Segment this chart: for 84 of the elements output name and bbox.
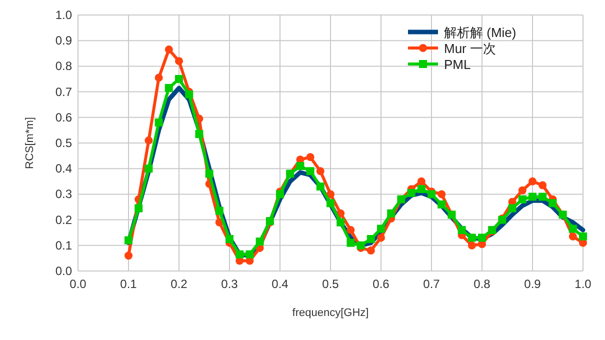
point	[468, 241, 476, 250]
point	[164, 84, 173, 92]
point	[366, 235, 375, 243]
point	[438, 190, 446, 198]
point	[356, 241, 365, 250]
point	[377, 224, 385, 233]
point	[428, 190, 436, 198]
y-tick-label: 0.5	[55, 136, 72, 150]
point	[246, 250, 254, 258]
y-tick-label: 0.2	[55, 212, 72, 227]
point	[164, 46, 173, 54]
point	[296, 162, 304, 170]
point	[458, 226, 466, 234]
y-tick-label: 0.3	[55, 187, 72, 202]
point	[568, 224, 577, 233]
point	[377, 234, 385, 242]
point	[316, 182, 324, 191]
x-tick-label: 0.6	[372, 277, 390, 291]
y-tick-label: 0.6	[55, 110, 72, 124]
x-tick-label: 1.0	[574, 277, 592, 291]
point	[538, 181, 547, 190]
point	[528, 177, 536, 186]
point	[226, 235, 234, 243]
point	[154, 74, 163, 82]
point	[336, 218, 345, 226]
point	[175, 75, 183, 83]
y-axis-title: RCS[m*m]	[24, 117, 36, 169]
point	[478, 234, 486, 242]
legend-label: 解析解 (Mie)	[444, 25, 516, 40]
y-tick-label: 0.9	[55, 34, 72, 48]
point	[508, 204, 516, 212]
point	[185, 90, 194, 98]
point	[579, 232, 587, 240]
point	[326, 190, 334, 198]
legend-label: Mur 一次	[444, 41, 496, 56]
y-tick-label: 0.1	[55, 238, 72, 252]
point	[518, 195, 526, 204]
point	[215, 206, 224, 215]
point	[256, 238, 264, 246]
x-tick-label: 0.8	[474, 277, 491, 291]
legend-label: PML	[444, 57, 471, 72]
x-tick-label: 0.7	[423, 277, 440, 291]
point	[195, 130, 204, 138]
point	[175, 57, 183, 66]
point	[306, 167, 314, 176]
y-tick-label: 0.8	[55, 59, 72, 74]
point	[236, 250, 244, 258]
point	[407, 188, 416, 197]
point	[144, 164, 153, 173]
point	[346, 238, 355, 247]
x-tick-label: 0.2	[170, 277, 188, 291]
y-tick-label: 0.7	[55, 84, 72, 99]
point	[316, 167, 324, 176]
y-tick-label: 1.0	[55, 8, 72, 22]
point	[528, 192, 536, 201]
point	[387, 209, 396, 218]
x-tick-label: 0.9	[524, 277, 542, 291]
point	[366, 246, 375, 255]
y-tick-label: 0.0	[55, 264, 72, 278]
point	[144, 136, 153, 144]
point	[306, 153, 314, 162]
point	[468, 234, 476, 242]
point	[568, 232, 577, 240]
x-axis-title: frequency[GHz]	[292, 307, 369, 319]
point	[417, 177, 426, 186]
point	[518, 186, 526, 194]
point	[205, 170, 214, 178]
point	[326, 199, 334, 208]
point	[438, 200, 446, 208]
point	[417, 185, 426, 194]
point	[548, 199, 557, 208]
y-tick-label: 0.4	[55, 162, 72, 176]
x-tick-label: 0.4	[272, 277, 289, 291]
point	[538, 192, 547, 201]
x-tick-label: 0.1	[120, 277, 138, 291]
point	[134, 204, 143, 212]
x-tick-label: 0.5	[322, 277, 340, 291]
point	[154, 118, 163, 127]
point	[124, 236, 132, 244]
point	[346, 226, 355, 234]
x-tick-label: 0.0	[70, 277, 87, 291]
point	[124, 252, 132, 260]
point	[276, 190, 284, 198]
x-tick-label: 0.3	[221, 277, 238, 291]
